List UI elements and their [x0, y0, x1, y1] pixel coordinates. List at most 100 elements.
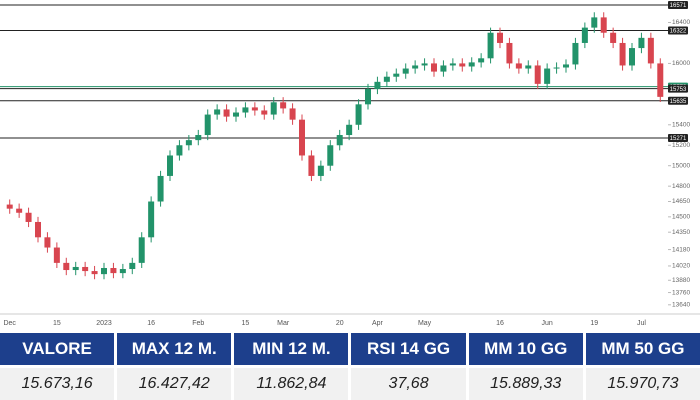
candle-body	[53, 247, 60, 263]
level-label: 15753	[670, 87, 687, 93]
x-tick-label: 16	[496, 320, 504, 327]
y-tick-label: 14020	[672, 263, 690, 270]
table-header: MIN 12 M.	[234, 333, 349, 365]
candle-body	[440, 65, 447, 72]
x-tick-label: 19	[590, 320, 598, 327]
x-tick-label: 15	[242, 320, 250, 327]
y-tick-label: 14800	[672, 183, 690, 190]
candle-body	[270, 102, 277, 115]
candle-body	[497, 32, 503, 43]
x-tick-label: 16	[147, 320, 155, 327]
y-tick-label: 14650	[672, 198, 690, 205]
x-tick-label: 2023	[96, 320, 112, 327]
candle-body	[63, 262, 70, 271]
candle-body	[459, 63, 466, 67]
level-label: 15635	[670, 99, 687, 105]
candle-body	[72, 266, 79, 271]
candle-body	[600, 17, 607, 33]
x-tick-label: Jul	[637, 320, 646, 327]
candle-body	[534, 65, 541, 84]
table-header: MM 10 GG	[468, 333, 583, 365]
candle-body	[308, 155, 315, 176]
x-tick-label: Mar	[277, 320, 290, 327]
candle-body	[110, 267, 117, 274]
x-tick-label: May	[418, 320, 432, 327]
y-tick-label: 15200	[672, 142, 690, 149]
y-tick-label: 13760	[672, 289, 690, 296]
stats-table: VALORE MAX 12 M. MIN 12 M. RSI 14 GG MM 10 G…	[0, 333, 700, 400]
candle-body	[374, 81, 381, 89]
table-value: 15.970,73	[585, 368, 700, 400]
x-tick-label: Jun	[541, 320, 552, 327]
candle-body	[515, 63, 522, 69]
candle-body	[581, 27, 588, 43]
level-label: 16322	[670, 29, 687, 35]
level-tag	[668, 96, 688, 105]
candle-body	[336, 135, 343, 146]
level-tag	[668, 26, 688, 35]
candle-body	[393, 73, 400, 77]
table-header: MM 50 GG	[585, 333, 700, 365]
candle-body	[647, 37, 654, 64]
table-value: 15.673,16	[0, 368, 115, 400]
candle-body	[610, 32, 617, 43]
x-tick-label: 15	[53, 320, 61, 327]
candle-body	[487, 32, 494, 59]
candle-body	[223, 109, 230, 117]
candle-body	[657, 63, 664, 97]
candle-body	[261, 110, 268, 115]
candle-body	[167, 155, 173, 176]
y-tick-label: 16000	[672, 60, 690, 67]
x-tick-label: Apr	[372, 320, 384, 327]
candle-body	[195, 135, 202, 141]
candle-body	[327, 145, 334, 166]
candle-body	[544, 68, 551, 84]
candle-body	[383, 76, 390, 82]
candle-body	[138, 237, 145, 263]
candle-body	[35, 221, 41, 238]
candle-body	[101, 267, 107, 275]
candle-body	[355, 104, 362, 125]
candle-body	[6, 204, 13, 209]
candle-body	[214, 109, 221, 115]
candle-body	[591, 17, 598, 28]
candle-body	[629, 48, 635, 66]
candle-body	[468, 62, 475, 67]
candle-body	[572, 42, 579, 65]
y-tick-label: 14180	[672, 246, 690, 253]
candle-body	[25, 212, 32, 222]
candle-body	[185, 140, 192, 146]
level-tag	[668, 1, 688, 10]
level-tag	[668, 133, 688, 142]
candle-body	[242, 107, 249, 113]
candle-body	[563, 64, 569, 68]
level-label: 15271	[670, 136, 687, 142]
table-header: VALORE	[0, 333, 115, 365]
y-tick-label: 13640	[672, 302, 690, 309]
candle-body	[525, 65, 532, 69]
candle-body	[317, 165, 324, 176]
candle-body	[280, 102, 287, 109]
table-value: 16.427,42	[117, 368, 232, 400]
candle-body	[148, 201, 155, 238]
candle-body	[129, 262, 136, 270]
y-tick-label: 13880	[672, 277, 690, 284]
candle-body	[449, 63, 456, 66]
level-tag	[668, 84, 688, 93]
candle-body	[251, 107, 258, 111]
level-label: 16571	[670, 3, 687, 9]
candle-body	[16, 208, 23, 213]
candle-body	[365, 88, 371, 105]
candle-body	[44, 237, 51, 248]
table-value: 37,68	[351, 368, 466, 400]
candle-body	[638, 37, 645, 49]
table-header: RSI 14 GG	[351, 333, 466, 365]
candle-body	[233, 112, 239, 117]
candle-body	[506, 42, 513, 64]
x-tick-label: Feb	[192, 320, 204, 327]
table-value: 15.889,33	[468, 368, 583, 400]
candle-body	[299, 119, 305, 156]
candle-body	[421, 63, 428, 66]
candle-body	[176, 145, 183, 156]
